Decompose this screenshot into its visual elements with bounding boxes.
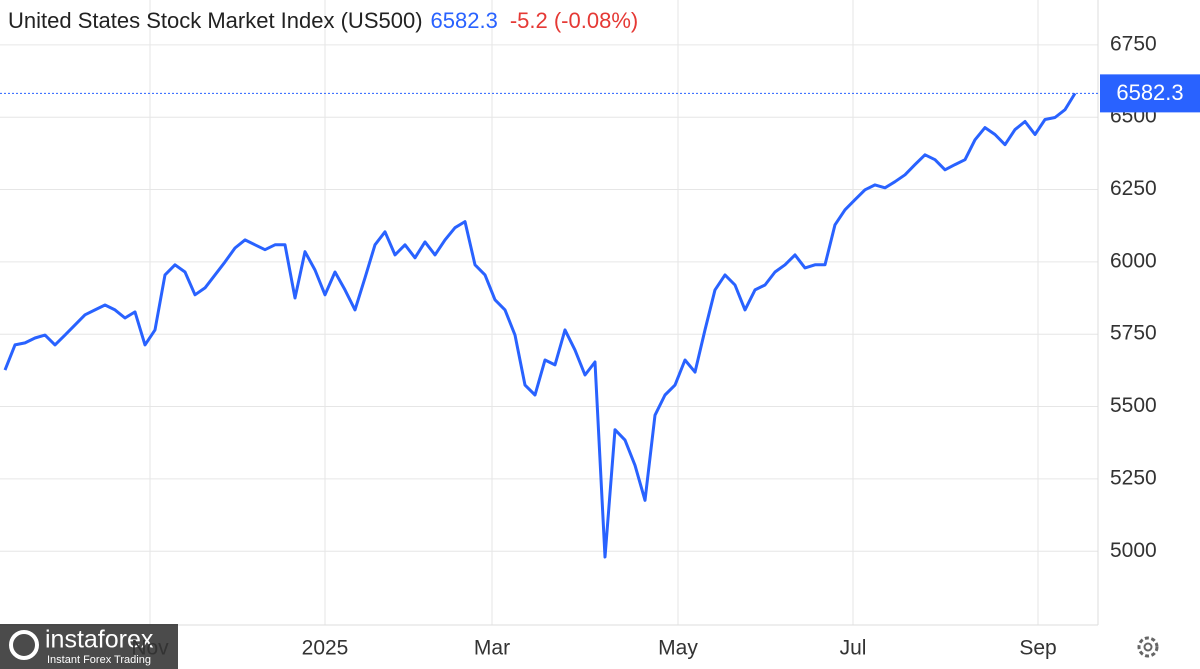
title: United States Stock Market Index (US500) bbox=[8, 8, 423, 33]
price: 6582.3 bbox=[431, 8, 498, 33]
x-tick-label: Jul bbox=[840, 637, 867, 660]
x-tick-label: May bbox=[658, 637, 698, 660]
price-badge-label: 6582.3 bbox=[1116, 80, 1183, 105]
series-line bbox=[3, 92, 1077, 559]
grid bbox=[0, 0, 1098, 625]
y-tick-label: 5500 bbox=[1110, 394, 1157, 417]
y-tick-label: 5750 bbox=[1110, 322, 1157, 345]
plot bbox=[0, 92, 1098, 559]
y-tick-label: 6250 bbox=[1110, 177, 1157, 200]
chart-title: United States Stock Market Index (US500)… bbox=[8, 8, 638, 33]
x-tick-label: Sep bbox=[1019, 637, 1056, 660]
gear-center[interactable] bbox=[1143, 642, 1153, 652]
change: -5.2 (-0.08%) bbox=[510, 8, 638, 33]
x-tick-label: Mar bbox=[474, 637, 510, 660]
y-tick-label: 5250 bbox=[1110, 466, 1157, 489]
watermark-tagline: Instant Forex Trading bbox=[47, 654, 151, 666]
settings-icon[interactable] bbox=[1137, 636, 1159, 658]
watermark: instaforex Instant Forex Trading bbox=[0, 624, 178, 669]
x-tick-label: Nov bbox=[131, 637, 169, 660]
x-tick-label: 2025 bbox=[302, 637, 349, 660]
y-tick-label: 5000 bbox=[1110, 539, 1157, 562]
y-tick-label: 6000 bbox=[1110, 249, 1157, 272]
gear[interactable] bbox=[1137, 636, 1159, 658]
y-tick-label: 6750 bbox=[1110, 32, 1157, 55]
watermark-brand: instaforex bbox=[45, 626, 154, 654]
price-badge bbox=[1100, 74, 1200, 113]
watermark-logo bbox=[9, 630, 39, 660]
